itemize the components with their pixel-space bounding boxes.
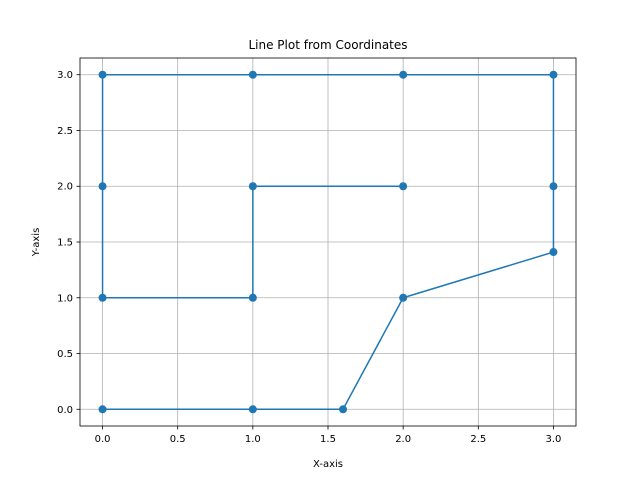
- data-point: [98, 293, 107, 302]
- data-point: [248, 405, 257, 414]
- y-tick-label: 3.0: [57, 70, 73, 81]
- data-point: [399, 182, 408, 191]
- x-tick-label: 2.0: [395, 434, 411, 445]
- data-point: [549, 248, 558, 257]
- y-tick-label: 0.0: [57, 405, 73, 416]
- data-point: [248, 293, 257, 302]
- grid-lines: [80, 58, 576, 426]
- data-point: [399, 70, 408, 79]
- x-tick-label: 3.0: [546, 434, 562, 445]
- y-axis-label: Y-axis: [31, 228, 42, 258]
- y-tick-label: 2.5: [57, 126, 73, 137]
- chart-title: Line Plot from Coordinates: [248, 38, 407, 52]
- data-point: [549, 182, 558, 191]
- data-point: [399, 293, 408, 302]
- plot-area-frame: [79, 57, 577, 427]
- data-point: [248, 70, 257, 79]
- axis-ticks: 0.0 0.5 1.0 1.5 2.0 2.5 3.0 0.0 0.5 1.0 1.5 2.0 2.5 3…: [57, 70, 561, 445]
- data-point: [98, 70, 107, 79]
- x-axis-label: X-axis: [313, 459, 343, 470]
- y-tick-label: 1.0: [57, 293, 73, 304]
- data-point: [248, 182, 257, 191]
- y-tick-label: 1.5: [57, 238, 73, 249]
- data-point: [98, 405, 107, 414]
- data-point: [98, 182, 107, 191]
- y-tick-label: 0.5: [57, 349, 73, 360]
- x-tick-label: 0.5: [170, 434, 186, 445]
- x-tick-label: 1.5: [320, 434, 336, 445]
- data-point: [339, 405, 348, 414]
- series-layer: [98, 70, 558, 414]
- y-tick-label: 2.0: [57, 182, 73, 193]
- x-tick-label: 1.0: [245, 434, 261, 445]
- data-point: [549, 70, 558, 79]
- x-tick-label: 2.5: [470, 434, 486, 445]
- x-tick-label: 0.0: [95, 434, 111, 445]
